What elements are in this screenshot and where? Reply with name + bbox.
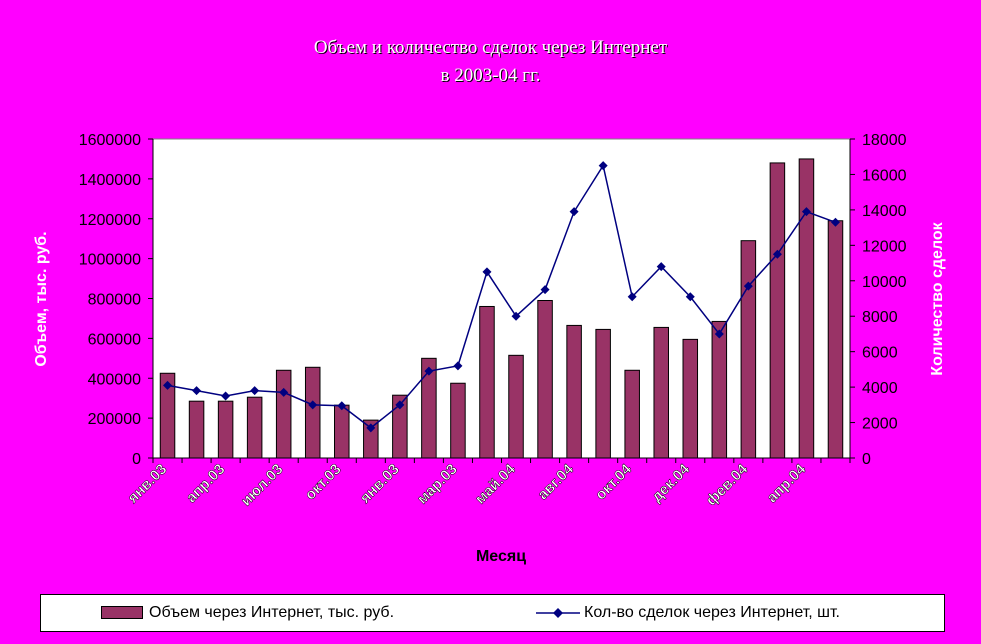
y-axis-left-label: Объем, тыс. руб. xyxy=(33,231,50,366)
y-right-tick-label: 18000 xyxy=(862,132,907,149)
line-point xyxy=(453,361,463,371)
bar xyxy=(711,320,728,459)
legend-item-bar: Объем через Интернет, тыс. руб. xyxy=(101,604,394,622)
bar xyxy=(653,326,669,459)
bar xyxy=(624,369,640,459)
line-point xyxy=(685,292,695,302)
x-tick-label: янв.03 xyxy=(357,461,403,507)
x-tick-label: авг.04 xyxy=(534,460,577,503)
x-tick-label: май.04 xyxy=(472,460,519,507)
line-point xyxy=(192,386,202,396)
chart-title: Объем и количество сделок через Интернет xyxy=(313,37,668,58)
bar xyxy=(217,400,234,459)
y-right-tick-label: 12000 xyxy=(862,238,907,255)
line-point xyxy=(337,401,347,411)
y-right-tick-label: 6000 xyxy=(862,345,898,362)
x-axis-label: Месяц xyxy=(476,548,526,565)
bar xyxy=(537,299,553,459)
bar xyxy=(304,366,321,459)
legend-line-label: Кол-во сделок через Интернет, шт. xyxy=(584,604,840,621)
line-point xyxy=(482,267,492,277)
x-ticks: янв.03 апр.03 июл.03 окт.03 янв.03 мар.03 май.… xyxy=(124,458,851,510)
line-point xyxy=(627,292,637,302)
line-point xyxy=(163,380,173,390)
line-point xyxy=(830,217,840,227)
bar xyxy=(479,305,495,459)
y-axis-right-label: Количество сделок xyxy=(929,221,946,375)
bar xyxy=(334,404,350,459)
line-point xyxy=(424,366,434,376)
y-left-tick-label: 800000 xyxy=(88,292,141,309)
line-point xyxy=(279,387,289,397)
legend: Объем через Интернет, тыс. руб. Кол-во с… xyxy=(40,594,945,632)
line-point xyxy=(598,161,608,171)
y-left-tick-label: 1600000 xyxy=(79,132,141,149)
y-left-tick-label: 200000 xyxy=(88,411,141,428)
bar xyxy=(769,162,786,459)
combo-chart: 0 200000 400000 600000 800000 1000000 1200000 1… xyxy=(33,132,946,565)
line-point xyxy=(511,311,521,321)
plot-area xyxy=(152,138,851,459)
line-point xyxy=(250,386,260,396)
line-point xyxy=(656,262,666,272)
legend-line-swatch xyxy=(536,607,580,618)
x-tick-label: мар.03 xyxy=(414,461,461,508)
bar xyxy=(740,240,757,459)
bar-series xyxy=(159,158,844,459)
y-right-tick-label: 4000 xyxy=(862,380,898,397)
y-right-tick-label: 14000 xyxy=(862,203,907,220)
bar xyxy=(566,324,582,459)
x-tick-label: дек.04 xyxy=(648,460,693,505)
y-left-tick-label: 0 xyxy=(132,451,141,468)
y-right-tick-label: 2000 xyxy=(862,416,898,433)
x-tick-label: апр.04 xyxy=(764,460,810,506)
y-left-tick-label: 1200000 xyxy=(79,212,141,229)
bar xyxy=(188,400,205,459)
line-point xyxy=(801,207,811,217)
x-tick-label: окт.03 xyxy=(302,461,345,504)
y-left-tick-label: 600000 xyxy=(88,331,141,348)
y-left-tick-label: 1400000 xyxy=(79,172,141,189)
x-tick-label: апр.03 xyxy=(183,461,229,507)
bar xyxy=(682,338,699,459)
line-series xyxy=(163,161,840,433)
line-point xyxy=(743,281,753,291)
bar xyxy=(508,354,524,459)
line-path xyxy=(167,163,836,429)
bar xyxy=(798,158,815,459)
x-tick-label: окт.04 xyxy=(592,460,635,503)
y-left-tick-label: 400000 xyxy=(88,371,141,388)
bar xyxy=(595,328,611,459)
line-point xyxy=(569,207,579,217)
y-right-tick-label: 10000 xyxy=(862,274,907,291)
bar xyxy=(246,396,263,459)
x-tick-label: фев.04 xyxy=(703,460,752,509)
bar xyxy=(827,220,844,459)
y-left-ticks: 0 200000 400000 600000 800000 1000000 1200000 1… xyxy=(79,132,153,468)
line-point xyxy=(308,400,318,410)
y-right-tick-label: 8000 xyxy=(862,309,898,326)
chart-subtitle: в 2003-04 гг. xyxy=(440,65,541,86)
y-right-tick-label: 16000 xyxy=(862,167,907,184)
y-left-tick-label: 1000000 xyxy=(79,252,141,269)
bar xyxy=(450,382,466,459)
line-point xyxy=(366,423,376,433)
y-right-ticks: 0 2000 4000 6000 8000 10000 12000 14000 16000 180… xyxy=(850,132,907,468)
line-point xyxy=(540,285,550,295)
line-point xyxy=(772,249,782,259)
x-tick-label: июл.03 xyxy=(238,461,287,510)
bar xyxy=(275,369,292,459)
line-point xyxy=(395,400,405,410)
line-point xyxy=(221,391,231,401)
legend-bar-label: Объем через Интернет, тыс. руб. xyxy=(149,604,395,621)
legend-bar-swatch xyxy=(101,606,143,620)
legend-item-line: Кол-во сделок через Интернет, шт. xyxy=(536,604,840,622)
y-right-tick-label: 0 xyxy=(862,451,871,468)
line-point xyxy=(714,329,724,339)
chart-title-block: Объем и количество сделок через Интернет… xyxy=(0,34,981,90)
